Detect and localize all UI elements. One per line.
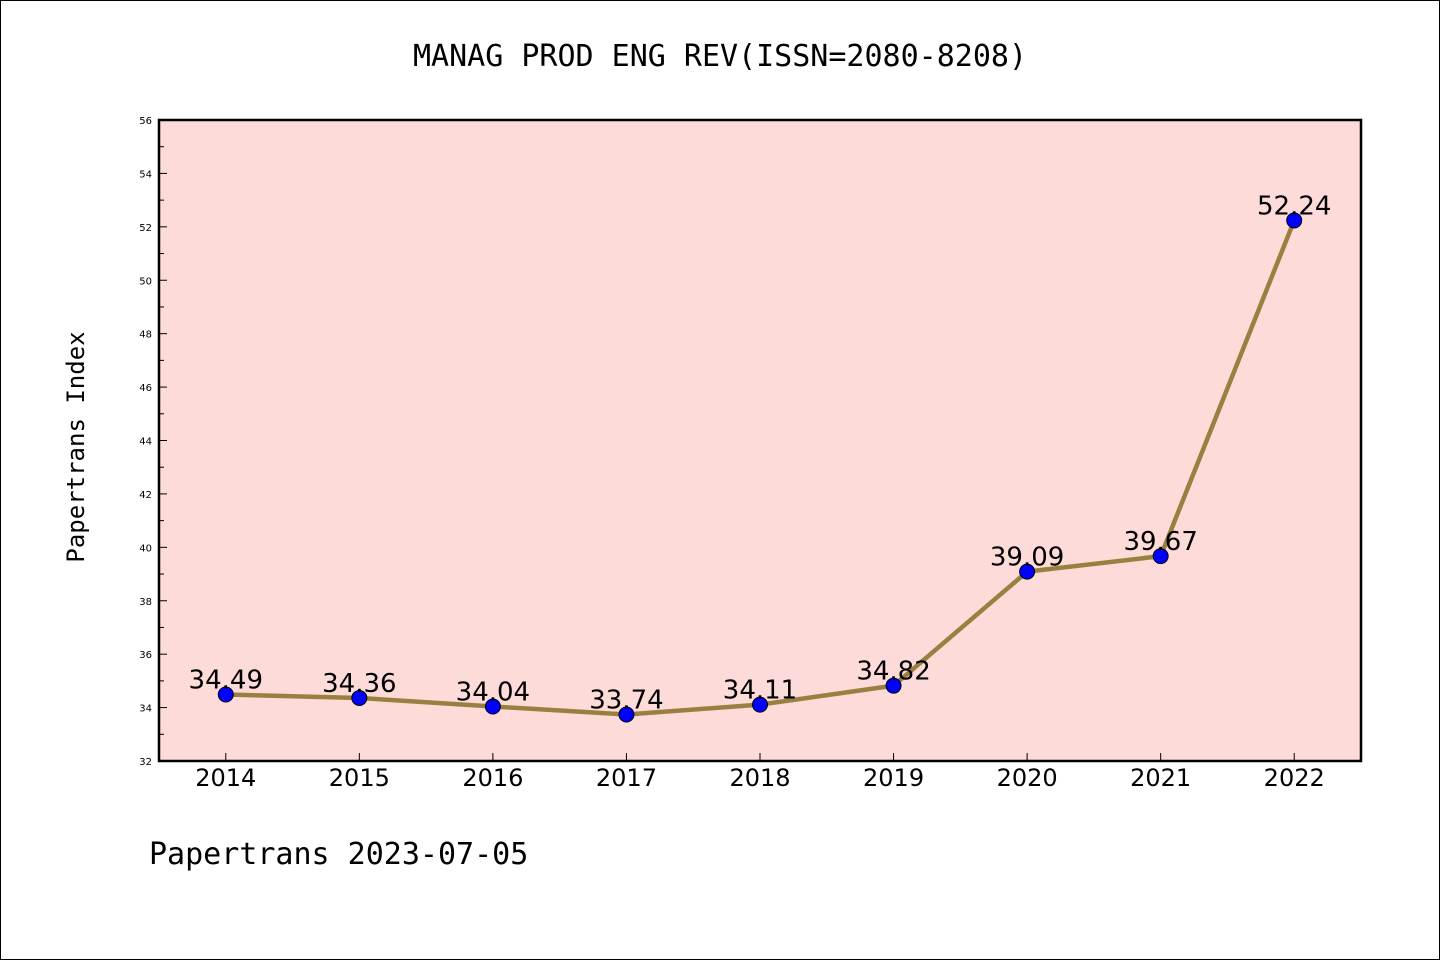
y-tick-label: 38: [139, 597, 152, 608]
data-label: 33.74: [589, 686, 663, 716]
x-tick-label: 2016: [462, 764, 523, 792]
plot-area: [157, 118, 1363, 763]
data-point: [1019, 563, 1036, 580]
data-label: 34.49: [189, 665, 263, 695]
data-point: [1152, 548, 1169, 565]
data-point: [351, 689, 368, 706]
data-label: 34.04: [456, 678, 530, 708]
x-tick-label: 2020: [997, 764, 1058, 792]
data-label: 39.67: [1123, 527, 1197, 557]
data-point: [885, 677, 902, 694]
y-tick-label: 40: [139, 543, 152, 554]
x-tick-label: 2015: [329, 764, 390, 792]
y-tick-label: 56: [139, 116, 152, 127]
y-tick-label: 32: [139, 757, 152, 768]
y-axis-label: Papertrans Index: [62, 331, 90, 562]
data-label: 39.09: [990, 543, 1064, 573]
data-label: 52.24: [1257, 191, 1331, 221]
data-point: [752, 696, 768, 713]
x-axis-ticks: 2014 2015 2016 2017 2018 2019 2020 2021 2022: [195, 753, 1325, 792]
x-tick-label: 2018: [729, 764, 790, 792]
data-point: [217, 686, 234, 703]
x-tick-label: 2019: [863, 764, 924, 792]
x-tick-label: 2014: [195, 764, 256, 792]
x-tick-label: 2022: [1264, 764, 1325, 792]
series-papertrans-index: [217, 212, 1303, 723]
y-tick-label: 44: [139, 437, 152, 448]
y-axis-ticks: 32 34 36 38 40 42 44 46 48 50 52 54 56: [139, 116, 167, 768]
data-label: 34.82: [856, 657, 930, 687]
y-tick-label: 46: [139, 383, 152, 394]
data-point: [618, 706, 635, 723]
y-tick-label: 36: [139, 650, 152, 661]
footer-date: Papertrans 2023-07-05: [149, 837, 528, 872]
y-tick-label: 52: [139, 223, 152, 234]
x-tick-label: 2021: [1130, 764, 1191, 792]
y-tick-label: 50: [139, 276, 152, 287]
chart-title: MANAG PROD ENG REV(ISSN=2080-8208): [413, 39, 1027, 74]
data-point: [484, 698, 501, 715]
x-tick-label: 2017: [596, 764, 657, 792]
data-point: [1286, 212, 1303, 229]
data-label: 34.11: [723, 676, 797, 706]
y-tick-label: 48: [139, 330, 152, 341]
y-tick-label: 34: [139, 704, 152, 715]
data-label: 34.36: [322, 669, 396, 699]
data-labels: 34.49 34.36 34.04 33.74 34.11 34.82 39.09 39.67…: [189, 191, 1332, 715]
y-tick-label: 54: [139, 169, 152, 180]
y-tick-label: 42: [139, 490, 152, 501]
